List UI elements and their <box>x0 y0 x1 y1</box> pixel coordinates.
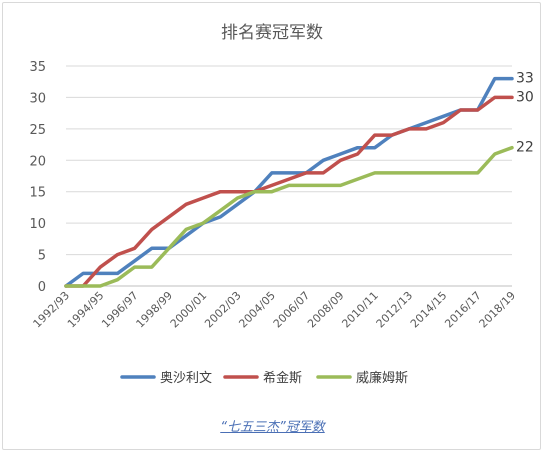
legend-label: 奥沙利文 <box>160 371 212 386</box>
y-tick-label: 20 <box>29 154 46 169</box>
y-tick-label: 30 <box>29 91 46 106</box>
series-end-label: 33 <box>516 71 534 87</box>
series-line-2 <box>64 95 514 288</box>
series-line-1 <box>64 76 514 288</box>
legend-label: 希金斯 <box>263 370 302 386</box>
x-tick-label: 2000/01 <box>168 289 210 331</box>
x-tick-label: 2008/09 <box>305 289 347 331</box>
x-tick-label: 1998/99 <box>134 289 176 331</box>
series-end-label: 30 <box>516 89 534 105</box>
series-line-3 <box>64 145 514 288</box>
chart-caption[interactable]: “七五三杰”冠军数 <box>220 420 325 435</box>
x-tick-label: 2012/13 <box>374 289 416 331</box>
x-tick-label: 1992/93 <box>31 289 73 331</box>
legend-label: 威廉姆斯 <box>356 370 408 386</box>
x-tick-label: 2002/03 <box>202 289 244 331</box>
y-tick-label: 10 <box>29 217 46 232</box>
y-tick-label: 15 <box>29 186 46 201</box>
series-end-label: 22 <box>516 140 534 156</box>
x-tick-label: 2018/19 <box>477 289 519 331</box>
x-tick-label: 2016/17 <box>442 289 484 331</box>
y-tick-label: 25 <box>29 123 46 138</box>
y-tick-label: 0 <box>38 280 46 295</box>
x-tick-label: 2006/07 <box>271 289 313 331</box>
x-tick-label: 2014/15 <box>408 289 450 331</box>
x-tick-label: 1996/97 <box>99 289 141 331</box>
y-tick-label: 5 <box>38 249 46 264</box>
x-tick-label: 1994/95 <box>65 289 107 331</box>
x-tick-label: 2004/05 <box>236 289 278 331</box>
y-tick-label: 35 <box>29 60 46 75</box>
x-tick-label: 2010/11 <box>339 289 381 331</box>
chart-title: 排名赛冠军数 <box>221 22 323 43</box>
chart-card <box>2 2 541 450</box>
